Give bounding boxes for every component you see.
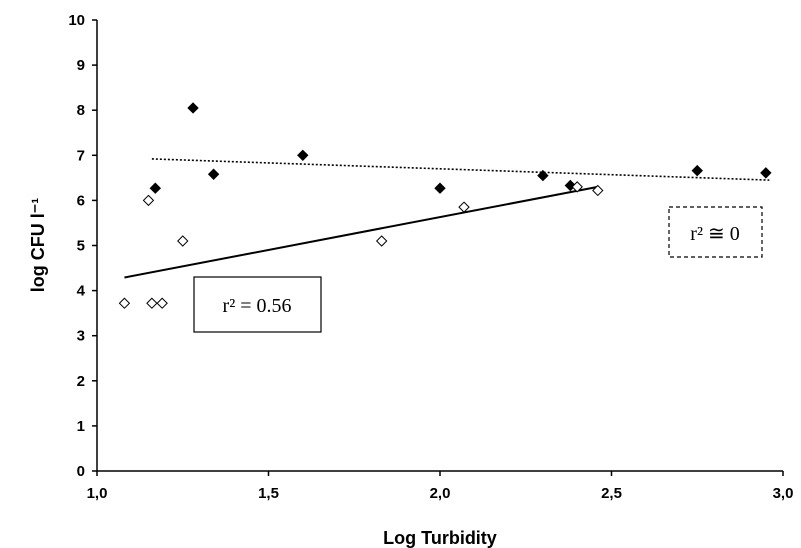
x-tick-label: 1,0 xyxy=(87,485,108,502)
annotation-box-filled-series: r² ≅ 0 xyxy=(668,206,763,258)
y-tick-label: 3 xyxy=(77,328,85,345)
filled-diamond-point xyxy=(760,167,772,179)
open-diamond-point xyxy=(177,235,189,247)
y-tick-label: 7 xyxy=(77,147,85,164)
filled-diamond-point xyxy=(434,182,446,194)
filled-diamond-point xyxy=(149,182,162,194)
trendline-solid xyxy=(124,185,598,279)
trendlines xyxy=(124,158,770,279)
y-tick-label: 8 xyxy=(77,102,85,119)
y-tick-label: 4 xyxy=(77,283,86,300)
trendline-dotted xyxy=(151,158,770,181)
filled-diamond-point xyxy=(537,169,549,182)
x-tick-label: 3,0 xyxy=(773,485,794,502)
open-diamond-point xyxy=(142,194,155,207)
filled-diamond-point xyxy=(207,168,220,180)
r2-label-solid: r² = 0.56 xyxy=(223,295,292,317)
open-diamond-point xyxy=(375,235,388,247)
filled-diamond-point xyxy=(187,102,199,114)
open-diamond-point xyxy=(571,181,583,193)
r2-label-dashed: r² ≅ 0 xyxy=(690,223,739,245)
y-ticks: 0 1 2 3 4 5 6 7 8 9 10 xyxy=(68,12,97,480)
x-tick-label: 2,0 xyxy=(430,485,451,502)
y-tick-label: 6 xyxy=(77,192,85,209)
data-points xyxy=(118,102,772,309)
annotation-box-open-series: r² = 0.56 xyxy=(193,276,322,333)
y-tick-label: 9 xyxy=(77,57,85,74)
annotation-box-dashed xyxy=(668,206,763,258)
open-diamond-point xyxy=(458,201,470,213)
x-tick-label: 1,5 xyxy=(258,485,279,502)
y-tick-label: 10 xyxy=(68,12,85,29)
open-diamond-point xyxy=(592,184,604,197)
filled-diamond-point xyxy=(297,149,309,162)
open-diamond-point xyxy=(118,297,131,309)
open-diamond-point xyxy=(156,297,168,309)
filled-diamond-point xyxy=(691,164,703,177)
y-tick-label: 0 xyxy=(77,463,85,480)
y-tick-label: 2 xyxy=(77,373,85,390)
y-tick-label: 1 xyxy=(77,418,85,435)
x-axis-title: Log Turbidity xyxy=(383,528,497,548)
y-tick-label: 5 xyxy=(77,238,85,255)
x-tick-label: 2,5 xyxy=(601,485,622,502)
y-axis-title: log CFU l⁻¹ xyxy=(28,198,48,292)
annotation-box-solid xyxy=(193,276,322,333)
open-diamond-point xyxy=(146,297,158,309)
x-ticks: 1,0 1,5 2,0 2,5 3,0 xyxy=(87,471,794,502)
